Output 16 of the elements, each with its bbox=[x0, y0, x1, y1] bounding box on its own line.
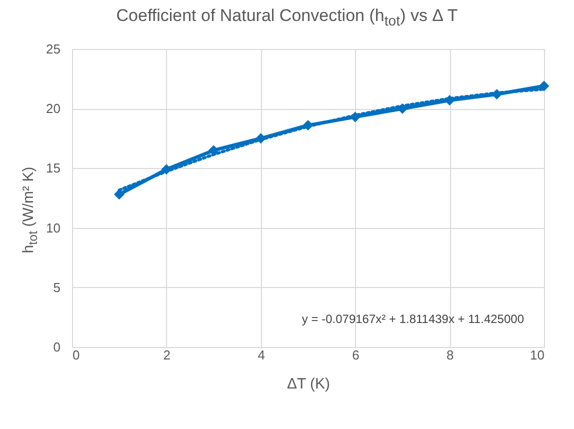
y-tick-label: 20 bbox=[46, 101, 60, 116]
x-tick-label: 8 bbox=[446, 348, 454, 362]
y-tick-label: 25 bbox=[46, 42, 60, 56]
x-tick-label: 10 bbox=[530, 348, 544, 362]
y-tick-label: 15 bbox=[46, 160, 60, 176]
x-tick-label: 0 bbox=[72, 348, 80, 362]
x-axis-title: ΔT (K) bbox=[286, 376, 330, 392]
x-tick-label: 2 bbox=[163, 348, 171, 362]
point bbox=[538, 80, 550, 92]
point bbox=[114, 189, 124, 200]
annotation: y = -0.079167x² + 1.811439x + 11.425000 bbox=[302, 312, 524, 326]
y-tick-label: 5 bbox=[53, 280, 60, 295]
chart-title: Coefficient of Natural Convection (h$_{tot}$) vs Δ T bbox=[115, 6, 459, 30]
y-tick-label: 10 bbox=[46, 220, 60, 236]
x-tick-label: 6 bbox=[352, 348, 360, 362]
x-tick-label: 4 bbox=[258, 348, 265, 362]
